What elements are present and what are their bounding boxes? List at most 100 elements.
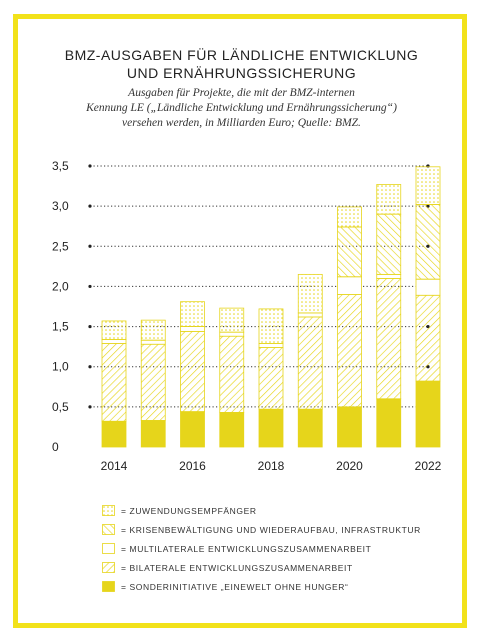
- subtitle-line-2: Kennung LE („Ländliche Entwicklung und E…: [86, 102, 397, 114]
- chart-title: BMZ-AUSGABEN FÜR LÄNDLICHE ENTWICKLUNG U…: [0, 46, 483, 82]
- x-tick-label: 2022: [415, 459, 442, 473]
- bar-segment-rect: [219, 307, 245, 333]
- legend-swatch: [102, 505, 115, 516]
- grid-dot-left: [88, 365, 92, 369]
- grid-dot-left: [88, 204, 92, 208]
- bar-segment: [140, 319, 166, 341]
- bar-segment: [258, 343, 284, 348]
- legend-item: = ZUWENDUNGSEMPFÄNGER: [102, 501, 432, 520]
- bar-segment: [415, 204, 441, 280]
- bar-segment-rect: [140, 420, 166, 448]
- bar-segment-rect: [258, 343, 284, 348]
- legend-label: = SONDERINITIATIVE „EINEWELT OHNE HUNGER…: [121, 581, 349, 592]
- bar-segment-rect: [297, 316, 323, 410]
- legend-item: = BILATERALE ENTWICKLUNGSZUSAMMENARBEIT: [102, 558, 432, 577]
- grid-dot-left: [88, 164, 92, 168]
- bar-segment: [140, 343, 166, 421]
- bar-segment: [297, 273, 323, 314]
- legend: = ZUWENDUNGSEMPFÄNGER = KRISENBEWÄLTIGUNG…: [102, 501, 432, 596]
- bar-segment-rect: [258, 308, 284, 344]
- bar-segment: [415, 278, 441, 296]
- x-tick-label: 2018: [258, 459, 285, 473]
- bar-segment-rect: [376, 213, 402, 275]
- legend-label: = ZUWENDUNGSEMPFÄNGER: [121, 505, 257, 516]
- grid-dot-left: [88, 405, 92, 409]
- bar-segment-rect: [337, 206, 362, 228]
- bar-segment-rect: [101, 420, 127, 448]
- legend-label: = MULTILATERALE ENTWICKLUNGSZUSAMMENARBE…: [121, 543, 372, 554]
- y-tick-label: 2,0: [52, 279, 69, 293]
- x-tick-label: 2014: [101, 459, 128, 473]
- bar-segment: [140, 420, 166, 448]
- legend-item: = SONDERINITIATIVE „EINEWELT OHNE HUNGER…: [102, 577, 432, 596]
- bar-segment-rect: [376, 398, 402, 448]
- title-line-2: UND ERNÄHRUNGSSICHERUNG: [126, 65, 357, 81]
- bar-segment: [376, 184, 402, 215]
- bar-segment: [415, 380, 441, 448]
- bar-segment: [337, 276, 362, 295]
- bar-segment: [140, 339, 166, 345]
- x-tick-label: 2016: [179, 459, 206, 473]
- bar-segment-rect: [337, 294, 362, 408]
- y-axis: 0 0,5 1,0 1,5 2,0 2,5 3,0 3,5: [52, 159, 69, 454]
- bar-segment: [337, 294, 362, 408]
- bar-segment: [376, 398, 402, 448]
- bar-segment-rect: [415, 294, 441, 382]
- y-tick-label: 2,5: [52, 239, 69, 253]
- subtitle-line-3: versehen werden, in Milliarden Euro; Que…: [122, 117, 361, 129]
- y-tick-label: 3,0: [52, 199, 69, 213]
- bar-segment: [415, 294, 441, 382]
- bar-segment-rect: [297, 273, 323, 314]
- bar-segment-rect: [219, 331, 245, 337]
- legend-swatch: [102, 543, 115, 554]
- bar-segment: [376, 273, 402, 279]
- chart-frame: [13, 14, 467, 628]
- x-tick-label: 2020: [336, 459, 363, 473]
- bar-segment: [219, 331, 245, 337]
- bar-segment-rect: [219, 412, 245, 448]
- legend-swatch: [102, 524, 115, 535]
- y-tick-label: 3,5: [52, 159, 69, 173]
- bar-segment: [101, 339, 127, 344]
- bar-segment: [297, 408, 323, 448]
- bar-segment-rect: [101, 320, 127, 340]
- bar-segment-rect: [258, 408, 284, 448]
- legend-item: = MULTILATERALE ENTWICKLUNGSZUSAMMENARBE…: [102, 539, 432, 558]
- bar-segment-rect: [140, 343, 166, 421]
- bar-segment: [180, 301, 205, 327]
- bar-segment-rect: [140, 319, 166, 341]
- bar-segment: [219, 335, 245, 413]
- chart-subtitle: Ausgaben für Projekte, die mit der BMZ-i…: [60, 86, 423, 131]
- bar-segment-rect: [258, 347, 284, 410]
- bar-segment-rect: [376, 273, 402, 279]
- title-line-1: BMZ-AUSGABEN FÜR LÄNDLICHE ENTWICKLUNG: [64, 47, 419, 63]
- grid-dot-left: [88, 244, 92, 248]
- bar-segment: [297, 316, 323, 410]
- bar-segment-rect: [297, 312, 323, 318]
- bar-segment: [337, 206, 362, 228]
- y-tick-label: 0,5: [52, 400, 69, 414]
- bar-segment-rect: [180, 326, 205, 332]
- legend-swatch: [102, 562, 115, 573]
- bar-segment-rect: [180, 330, 205, 413]
- bar-segment-rect: [297, 408, 323, 448]
- bar-segment: [180, 326, 205, 332]
- bar-segment-rect: [415, 204, 441, 280]
- bar-segment-rect: [376, 277, 402, 400]
- bar-segment: [101, 420, 127, 448]
- grid-dot-left: [88, 284, 92, 289]
- bar-segment: [376, 213, 402, 275]
- bar-segment-rect: [337, 226, 362, 278]
- bars: [101, 166, 441, 448]
- bar-segment: [337, 226, 362, 278]
- bar-segment: [337, 406, 362, 448]
- bar-segment-rect: [140, 339, 166, 345]
- bar-segment: [297, 312, 323, 318]
- bar-segment-rect: [415, 380, 441, 448]
- y-tick-label: 1,5: [52, 320, 69, 334]
- legend-swatch: [102, 581, 115, 592]
- grid-dot-left: [88, 324, 92, 329]
- bar-segment-rect: [180, 301, 205, 327]
- bar-segment: [258, 408, 284, 448]
